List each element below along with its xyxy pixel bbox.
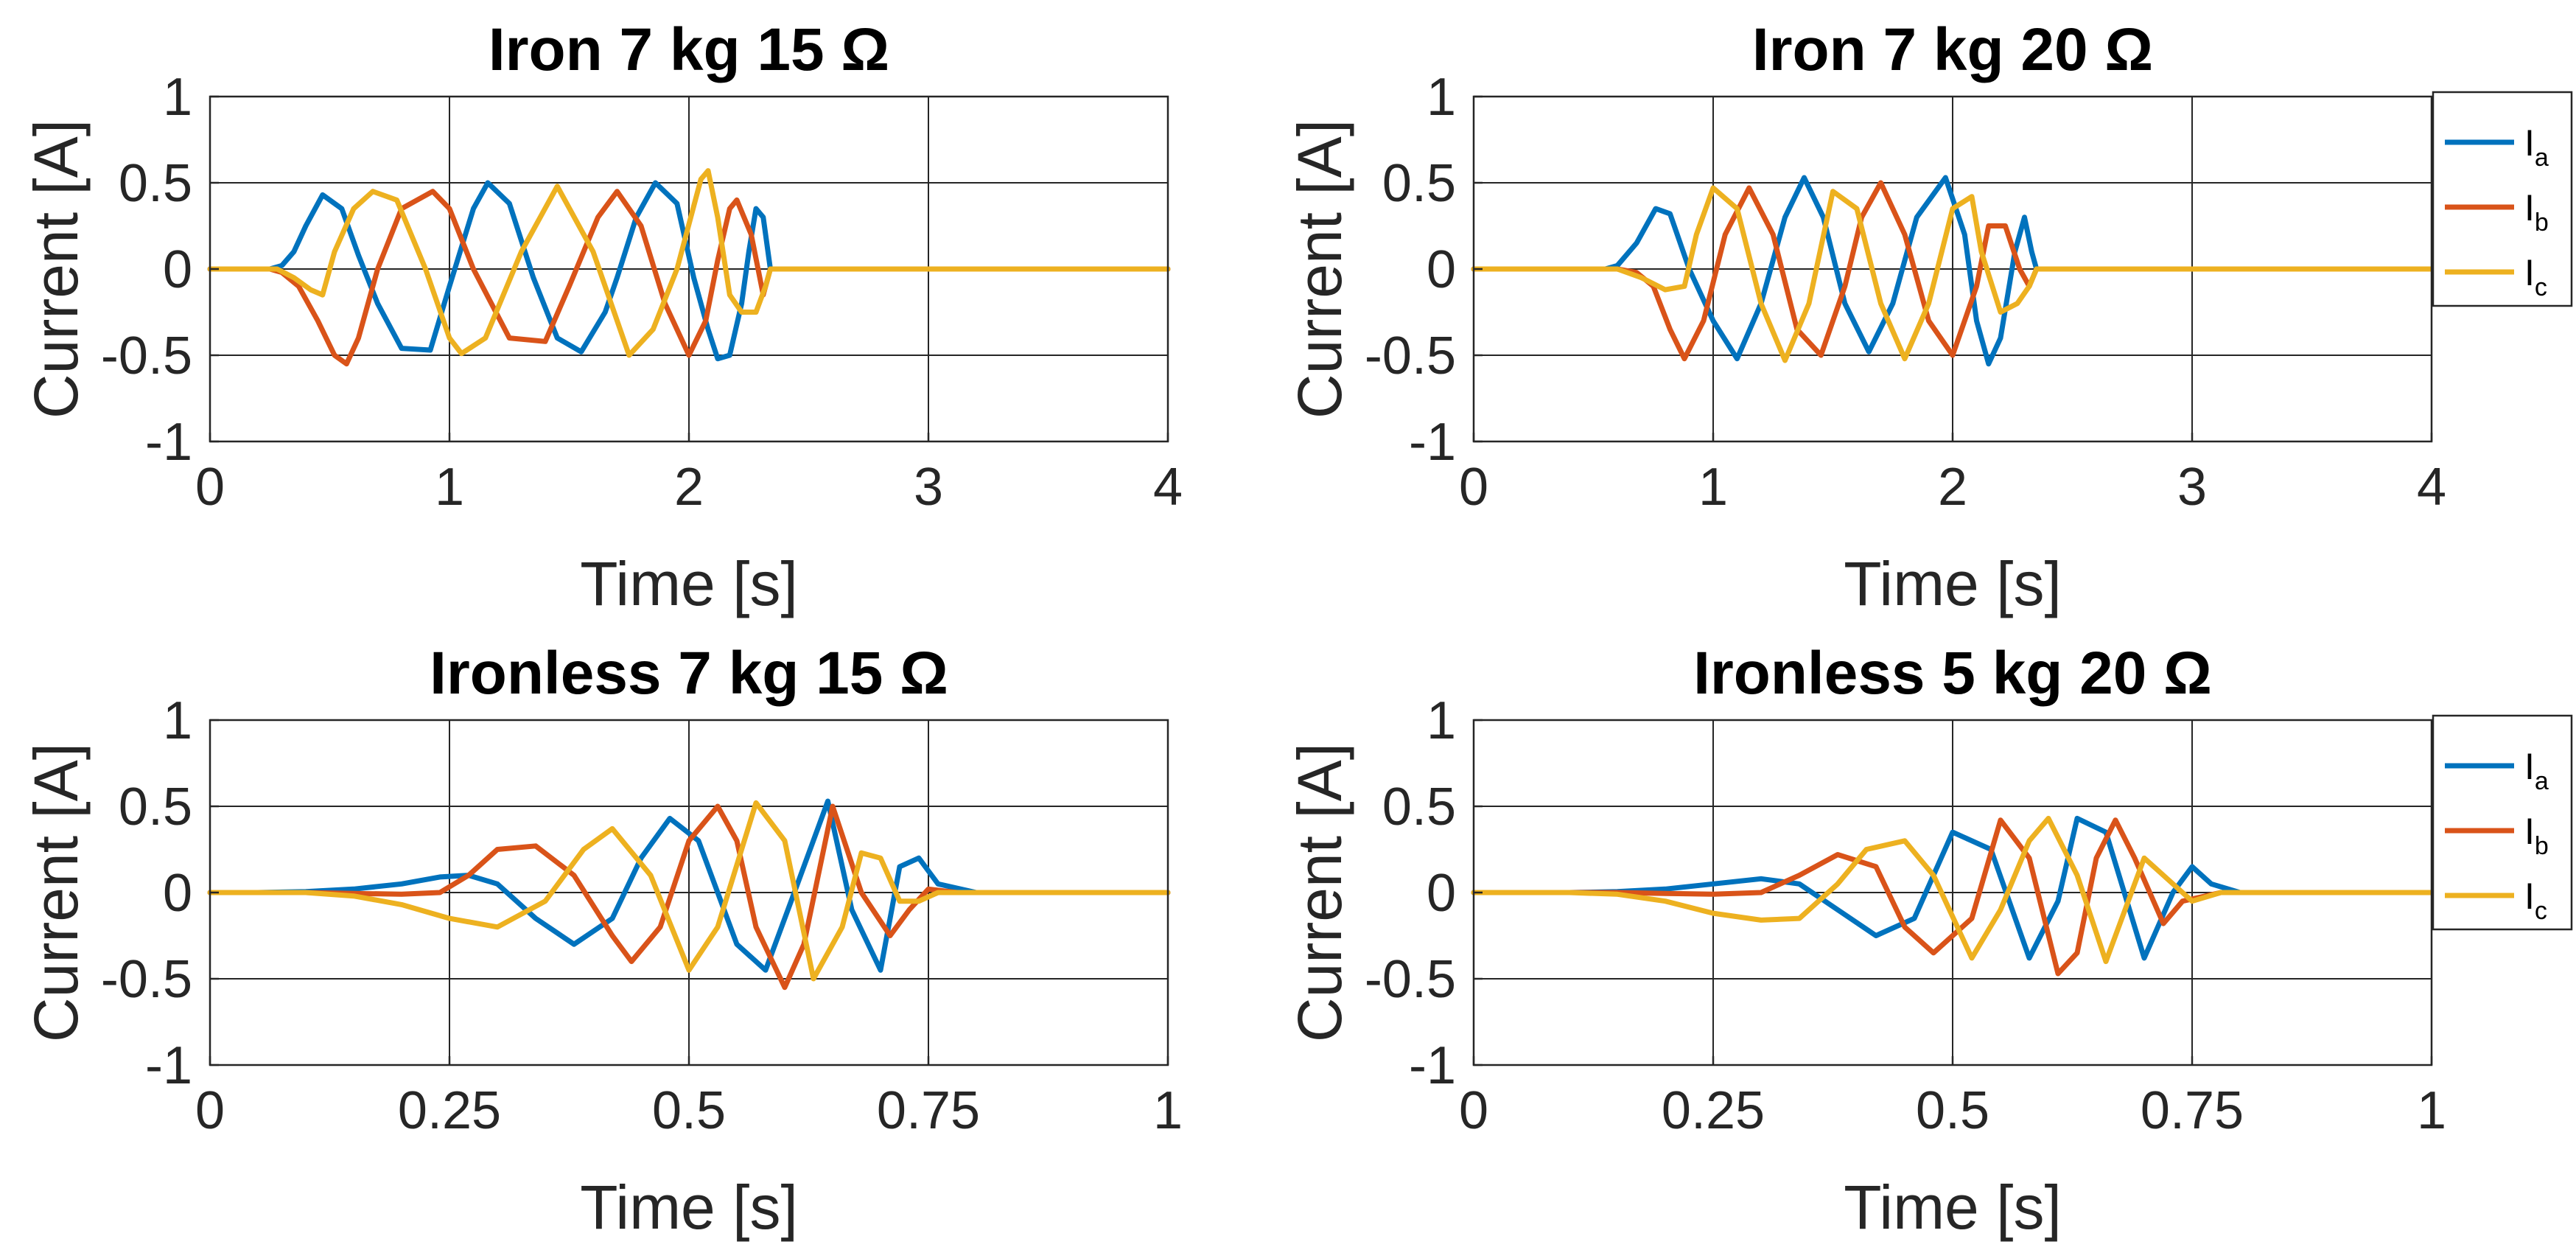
y-tick-label: 1 [1427, 68, 1456, 127]
x-tick-label: 1 [435, 458, 464, 517]
legend-label: Ia [2524, 746, 2549, 795]
y-axis-label: Current [A] [1285, 743, 1354, 1042]
x-tick-label: 3 [914, 458, 943, 517]
chart-title: Iron 7 kg 15 Ω [489, 16, 889, 83]
y-tick-label: -1 [145, 413, 192, 472]
series-line-ib [1471, 817, 2435, 977]
x-tick-label: 1 [1153, 1081, 1183, 1140]
x-axis-label: Time [s] [1844, 549, 2062, 618]
series-line-ib [1471, 180, 2435, 362]
y-axis-label: Current [A] [21, 119, 91, 419]
chart-title: Ironless 7 kg 15 Ω [430, 640, 948, 707]
y-tick-label: 1 [163, 68, 192, 127]
subplot-4: 0 0.25 0.5 0.75 1 1 0.5 0 -0.5 -1 Ironless 5 kg 20… [1285, 640, 2573, 1242]
y-tick-label: 0.5 [1382, 778, 1456, 837]
x-tick-label: 0.75 [877, 1081, 980, 1140]
y-tick-label: 1 [1427, 691, 1456, 750]
y-tick-label: -0.5 [1365, 327, 1456, 385]
x-axis-label: Time [s] [1844, 1173, 2062, 1242]
legend: Ia Ib Ic [2432, 714, 2573, 931]
x-tick-label: 2 [674, 458, 704, 517]
x-tick-label: 0.25 [398, 1081, 501, 1140]
y-tick-label: 0 [1427, 240, 1456, 299]
y-tick-label: -1 [1409, 413, 1456, 472]
y-tick-label: 0 [163, 864, 192, 923]
legend: Ia Ib Ic [2432, 91, 2573, 307]
y-tick-label: 1 [163, 691, 192, 750]
legend-label: Ic [2524, 876, 2547, 925]
series-line-ic [1471, 815, 2435, 965]
series-line-ib [207, 189, 1171, 367]
y-tick-label: -1 [145, 1036, 192, 1095]
x-axis-label: Time [s] [580, 549, 798, 618]
y-tick-label: 0.5 [119, 778, 192, 837]
x-tick-label: 0.25 [1662, 1081, 1765, 1140]
subplot-3: 0 0.25 0.5 0.75 1 1 0.5 0 -0.5 -1 Ironless 7 kg 15… [21, 640, 1183, 1242]
x-tick-label: 2 [1938, 458, 1967, 517]
legend-label: Ic [2524, 252, 2547, 301]
x-tick-label: 0 [195, 458, 225, 517]
y-tick-label: 0.5 [119, 154, 192, 213]
y-axis-label: Current [A] [1285, 119, 1354, 419]
x-tick-label: 1 [2417, 1081, 2446, 1140]
subplot-1: 0 1 2 3 4 1 0.5 0 -0.5 -1 Iron 7 kg 15 Ω Time [s] Cu… [21, 16, 1183, 618]
y-axis-label: Current [A] [21, 743, 91, 1042]
x-tick-label: 4 [1153, 458, 1183, 517]
x-tick-label: 0 [1459, 458, 1488, 517]
y-tick-label: 0.5 [1382, 154, 1456, 213]
y-tick-label: -0.5 [101, 327, 192, 385]
y-tick-label: 0 [1427, 864, 1456, 923]
legend-label: Ia [2524, 122, 2549, 172]
chart-title: Iron 7 kg 20 Ω [1752, 16, 2153, 83]
series-line-ic [1471, 185, 2435, 363]
series-line-ic [207, 800, 1171, 982]
y-tick-label: -1 [1409, 1036, 1456, 1095]
subplot-2: 0 1 2 3 4 1 0.5 0 -0.5 -1 Iron 7 kg 20 Ω Time [s] Cu… [1285, 16, 2573, 618]
series-line-ia [207, 180, 1171, 362]
y-tick-label: -0.5 [101, 950, 192, 1009]
x-axis-label: Time [s] [580, 1173, 798, 1242]
x-tick-label: 0.75 [2141, 1081, 2244, 1140]
x-tick-label: 0 [1459, 1081, 1488, 1140]
series-line-ia [207, 798, 1171, 973]
y-tick-label: 0 [163, 240, 192, 299]
y-tick-label: -0.5 [1365, 950, 1456, 1009]
legend-label: Ib [2524, 187, 2549, 237]
chart-title: Ironless 5 kg 20 Ω [1693, 640, 2212, 707]
series-line-ib [207, 803, 1171, 991]
x-tick-label: 0 [195, 1081, 225, 1140]
x-tick-label: 3 [2177, 458, 2207, 517]
series-line-ic [207, 168, 1171, 358]
series-line-ia [1471, 175, 2435, 367]
x-tick-label: 0.5 [652, 1081, 726, 1140]
x-tick-label: 1 [1698, 458, 1728, 517]
x-tick-label: 0.5 [1916, 1081, 1989, 1140]
series-line-ia [1471, 815, 2435, 961]
legend-label: Ib [2524, 811, 2549, 860]
x-tick-label: 4 [2417, 458, 2446, 517]
